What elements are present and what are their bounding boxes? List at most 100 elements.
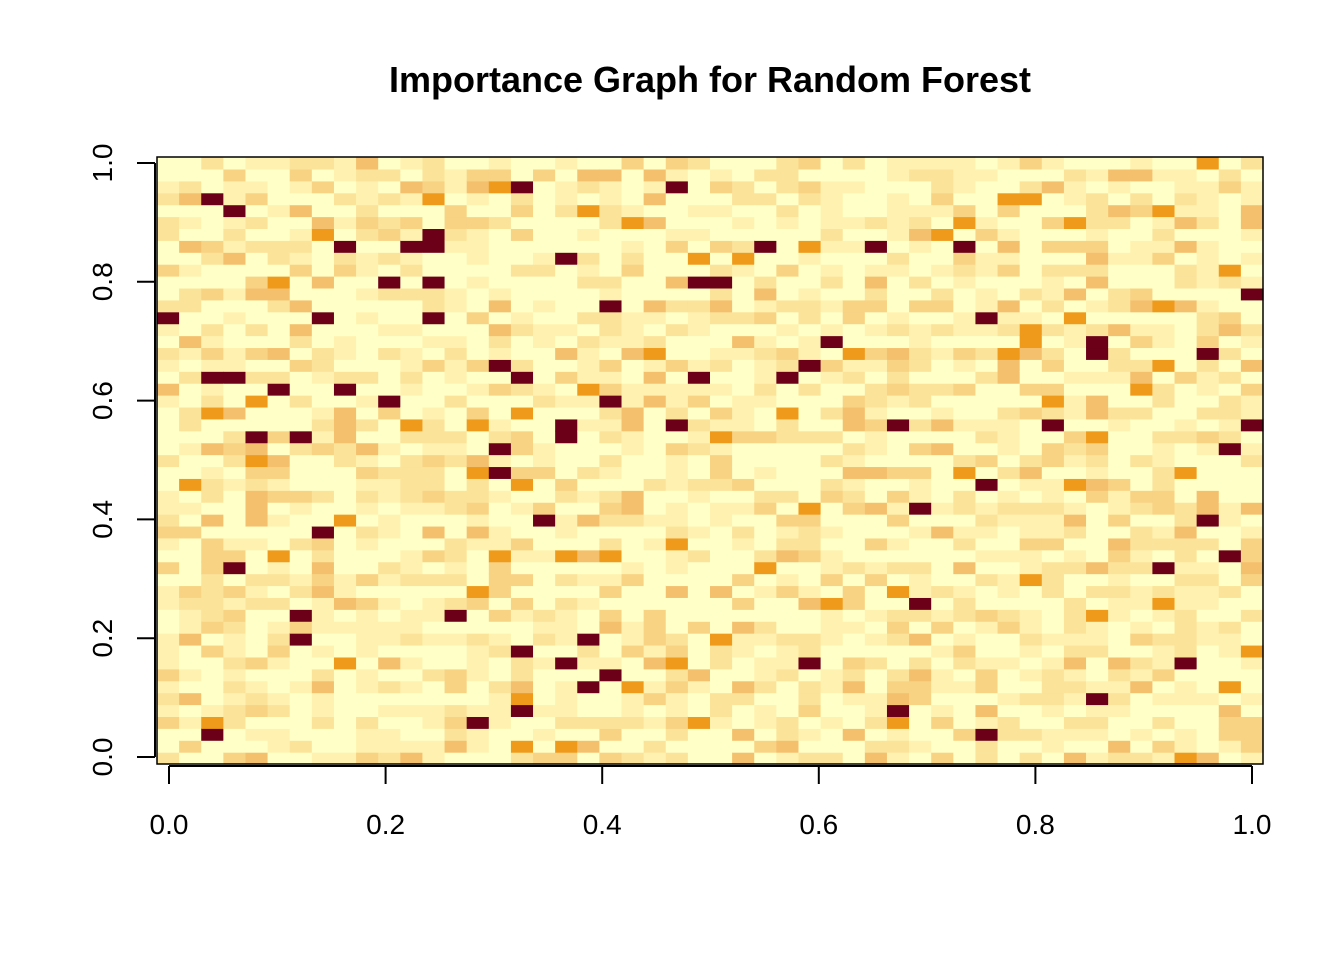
heatmap-cell — [1152, 371, 1176, 384]
heatmap-cell — [621, 323, 645, 337]
heatmap-cell — [665, 633, 689, 646]
heatmap-cell — [422, 549, 446, 563]
heatmap-cell — [488, 335, 512, 349]
heatmap-cell — [754, 240, 777, 253]
heatmap-cell — [1240, 537, 1264, 551]
heatmap-cell — [732, 276, 755, 289]
heatmap-cell — [621, 157, 645, 170]
heatmap-cell — [1130, 621, 1153, 634]
heatmap-cell — [510, 752, 534, 765]
heatmap-cell — [1019, 490, 1043, 503]
heatmap-cell — [245, 157, 269, 170]
heatmap-cell — [223, 514, 247, 527]
heatmap-cell — [333, 752, 357, 765]
heatmap-cell — [643, 502, 667, 515]
heatmap-cell — [710, 264, 733, 277]
heatmap-cell — [975, 216, 999, 230]
heatmap-cell — [488, 561, 512, 575]
heatmap-cell — [577, 335, 600, 349]
heatmap-cell — [710, 502, 733, 515]
heatmap-cell — [267, 656, 291, 670]
heatmap-cell — [466, 656, 490, 670]
heatmap-cell — [223, 204, 247, 218]
heatmap-cell — [1041, 157, 1065, 170]
heatmap-cell — [289, 192, 313, 206]
heatmap-cell — [311, 442, 335, 456]
heatmap-cell — [201, 656, 224, 670]
heatmap-cell — [975, 347, 999, 360]
heatmap-cell — [842, 573, 866, 587]
heatmap-cell — [245, 609, 269, 622]
heatmap-cell — [533, 395, 556, 408]
heatmap-cell — [201, 752, 224, 765]
heatmap-cell — [311, 466, 335, 479]
heatmap-cell — [909, 704, 932, 717]
heatmap-cell — [975, 335, 999, 349]
heatmap-cell — [466, 537, 490, 551]
heatmap-cell — [975, 633, 999, 646]
heatmap-cell — [1108, 192, 1131, 206]
heatmap-cell — [886, 228, 910, 241]
heatmap-cell — [754, 406, 777, 420]
heatmap-cell — [157, 371, 180, 384]
heatmap-cell — [179, 621, 202, 634]
heatmap-cell — [953, 204, 977, 218]
heatmap-cell — [864, 311, 888, 325]
heatmap-cell — [201, 442, 224, 456]
heatmap-cell — [1019, 573, 1043, 587]
heatmap-cell — [223, 525, 247, 539]
heatmap-cell — [975, 466, 999, 479]
heatmap-cell — [1063, 216, 1087, 230]
heatmap-cell — [864, 621, 888, 634]
heatmap-cell — [776, 168, 800, 182]
heatmap-cell — [599, 418, 623, 432]
heatmap-cell — [687, 728, 711, 741]
heatmap-cell — [223, 323, 247, 337]
heatmap-cell — [1108, 299, 1131, 313]
heatmap-cell — [1019, 656, 1043, 670]
heatmap-cell — [311, 335, 335, 349]
heatmap-cell — [864, 252, 888, 265]
heatmap-cell — [267, 323, 291, 337]
heatmap-cell — [1063, 418, 1087, 432]
heatmap-cell — [732, 395, 755, 408]
heatmap-cell — [599, 240, 623, 253]
heatmap-cell — [1130, 371, 1153, 384]
heatmap-cell — [267, 299, 291, 313]
heatmap-cell — [510, 656, 534, 670]
heatmap-cell — [776, 502, 800, 515]
heatmap-cell — [886, 525, 910, 539]
heatmap-cell — [422, 299, 446, 313]
heatmap-cell — [687, 264, 711, 277]
heatmap-cell — [710, 752, 733, 765]
heatmap-cell — [333, 299, 357, 313]
heatmap-cell — [732, 597, 755, 610]
heatmap-cell — [356, 157, 379, 170]
heatmap-cell — [1108, 752, 1131, 765]
heatmap-cell — [157, 621, 180, 634]
heatmap-cell — [754, 633, 777, 646]
heatmap-cell — [621, 192, 645, 206]
heatmap-cell — [289, 502, 313, 515]
heatmap-cell — [665, 395, 689, 408]
heatmap-cell — [599, 704, 623, 717]
heatmap-cell — [975, 418, 999, 432]
heatmap-cell — [311, 276, 335, 289]
heatmap-cell — [356, 442, 379, 456]
heatmap-cell — [1152, 216, 1176, 230]
heatmap-cell — [1086, 252, 1109, 265]
heatmap-cell — [201, 490, 224, 503]
heatmap-cell — [157, 704, 180, 717]
heatmap-cell — [975, 704, 999, 717]
heatmap-cell — [179, 514, 202, 527]
heatmap-cell — [444, 454, 468, 468]
heatmap-cell — [798, 287, 822, 301]
heatmap-cell — [245, 752, 269, 765]
heatmap-cell — [311, 716, 335, 729]
heatmap-cell — [621, 573, 645, 587]
heatmap-cell — [798, 240, 822, 253]
heatmap-cell — [1218, 549, 1242, 563]
heatmap-cell — [1019, 335, 1043, 349]
heatmap-cell — [687, 240, 711, 253]
heatmap-cell — [687, 406, 711, 420]
